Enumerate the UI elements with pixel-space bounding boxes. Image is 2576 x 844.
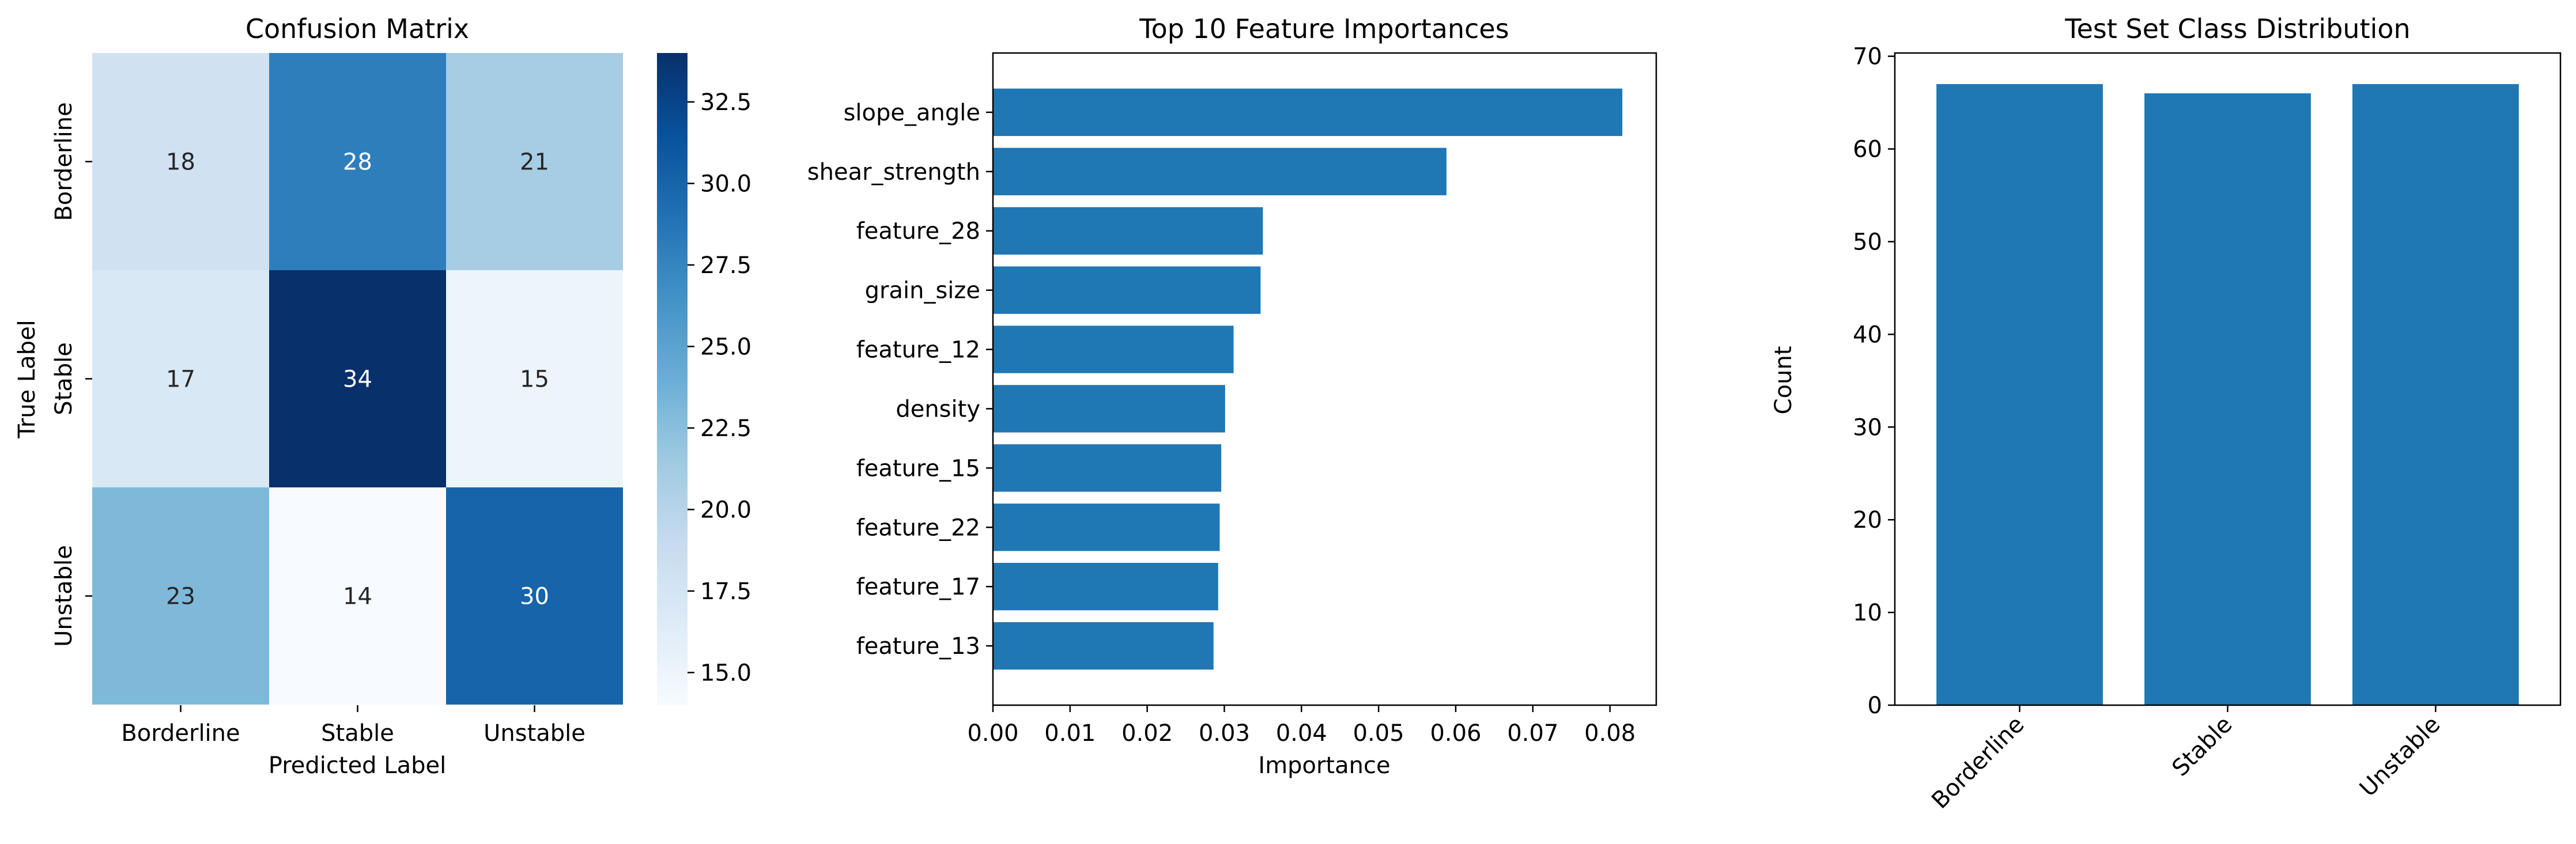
colorbar-tick-label: 22.5 [700,415,751,442]
feature-importance-bar [993,207,1263,255]
feature-importance-y-tick-label: density [896,396,980,422]
feature-importance-x-tick-label: 0.03 [1199,720,1250,747]
heatmap-cell [446,270,623,487]
feature-importance-title: Top 10 Feature Importances [1139,13,1509,44]
heatmap-cell-label: 34 [343,366,372,393]
heatmap-cell [446,487,623,705]
heatmap-x-tick-label: Borderline [121,720,240,747]
colorbar-tick-label: 25.0 [700,334,751,360]
feature-importance-axes-frame [992,52,1657,706]
class-distribution-bar [2144,93,2311,706]
feature-importance-y-tick-label: feature_22 [856,514,980,541]
feature-importance-x-tick-label: 0.04 [1276,720,1327,747]
class-distribution-y-tick-label: 30 [1853,414,1882,441]
colorbar-tick-label: 27.5 [700,252,751,279]
feature-importance-y-tick-label: shear_strength [807,159,980,186]
colorbar-ticks: 15.0 17.5 20.0 22.5 25.0 27.5 30.0 32.5 [688,89,751,686]
heatmap-y-tick-label: Stable [51,342,77,415]
heatmap-cell-label: 30 [520,584,549,610]
heatmap-y-axis-label: True Label [14,320,40,439]
class-distribution-bar [1936,84,2103,705]
feature-importance-bar [993,326,1234,373]
colorbar-tick-label: 17.5 [700,578,751,605]
feature-importance-y-tick-label: feature_13 [856,633,980,660]
feature-importance-x-axis-label: Importance [1258,752,1390,779]
heatmap-cell [92,53,269,270]
heatmap-y-tick-label: Unstable [51,545,77,647]
class-distribution-y-axis-label: Count [1770,346,1797,415]
heatmap-cell-label: 28 [343,149,372,176]
feature-importance-x-tick-label: 0.02 [1121,720,1173,747]
feature-importance-x-tick-label: 0.01 [1044,720,1096,747]
confusion-matrix-title: Confusion Matrix [245,13,469,44]
class-distribution-x-tick-label: Unstable [2355,711,2446,803]
class-distribution-y-tick-label: 40 [1853,321,1882,348]
heatmap-x-tick-label: Stable [321,720,394,747]
class-distribution-y-tick-label: 0 [1868,692,1882,719]
colorbar-tick-label: 30.0 [700,171,751,197]
heatmap-x-axis-label: Predicted Label [269,752,446,779]
feature-importance-bar [993,147,1446,195]
heatmap-x-ticks: Borderline Stable Unstable [121,705,586,747]
feature-importance-bar [993,266,1261,314]
heatmap-cells: 18 28 21 17 34 15 23 14 30 [92,53,623,705]
feature-importance-x-tick-label: 0.00 [967,720,1018,747]
class-distribution-bar [2352,84,2519,705]
class-distribution-bars [1936,84,2519,706]
heatmap-cell-label: 21 [520,149,549,176]
feature-importance-panel: Top 10 Feature Importances slope_anglesh… [807,13,1657,779]
heatmap-cell [92,487,269,705]
feature-importance-bar [993,444,1222,492]
heatmap-cell-label: 23 [166,584,195,610]
heatmap-y-ticks: Borderline Stable Unstable [51,102,92,647]
heatmap-x-tick-label: Unstable [484,720,586,747]
feature-importance-x-tick-label: 0.05 [1353,720,1404,747]
feature-importance-x-tick-label: 0.07 [1507,720,1558,747]
confusion-matrix-panel: Confusion Matrix 18 28 21 17 34 15 23 14 30 Bord… [14,13,751,779]
colorbar [657,53,688,705]
colorbar-tick-label: 32.5 [700,89,751,116]
feature-importance-x-tick-label: 0.06 [1430,720,1481,747]
feature-importance-y-tick-label: feature_28 [856,218,980,245]
feature-importance-y-tick-label: feature_12 [856,337,980,364]
class-distribution-y-ticks: 0 10 20 30 40 50 60 70 [1853,44,1895,719]
heatmap-cell [446,53,623,270]
heatmap-cell-label: 14 [343,584,372,610]
class-distribution-title: Test Set Class Distribution [2064,13,2410,44]
class-distribution-y-tick-label: 60 [1853,137,1882,163]
heatmap-cell [269,53,446,270]
class-distribution-y-tick-label: 10 [1853,600,1882,626]
class-distribution-y-tick-label: 50 [1853,229,1882,255]
feature-importance-bar [993,622,1214,670]
feature-importance-bar [993,563,1218,611]
feature-importance-y-tick-label: feature_15 [856,455,980,482]
heatmap-cell-label: 18 [166,149,195,176]
heatmap-cell [269,270,446,487]
feature-importance-y-ticks: slope_angle shear_strength feature_28grain… [807,100,993,660]
feature-importance-x-ticks: 0.00 0.01 0.02 0.03 0.04 0.05 0.06 0.07 0.08 [967,705,1636,747]
colorbar-tick-label: 15.0 [700,660,751,686]
class-distribution-y-tick-label: 70 [1853,44,1882,70]
heatmap-cell [92,270,269,487]
heatmap-cell-label: 15 [520,366,549,393]
feature-importance-bar [993,88,1623,137]
heatmap-cell-label: 17 [166,366,195,393]
class-distribution-panel: Test Set Class Distribution 0 10 20 30 40 50 6… [1770,13,2562,814]
colorbar-tick-label: 20.0 [700,497,751,523]
feature-importance-y-tick-label: slope_angle [844,100,980,126]
feature-importance-bar [993,504,1220,551]
class-distribution-x-tick-label: Stable [2167,711,2237,782]
feature-importance-y-tick-label: grain_size [865,278,980,304]
feature-importance-x-tick-label: 0.08 [1584,720,1636,747]
feature-importance-y-tick-label: feature_17 [856,574,980,600]
heatmap-y-tick-label: Borderline [51,102,77,221]
class-distribution-x-tick-label: Borderline [1927,711,2029,814]
class-distribution-x-ticks: Borderline Stable Unstable [1927,705,2446,814]
feature-importance-bar [993,385,1225,433]
heatmap-cell [269,487,446,705]
feature-importance-bars [993,88,1623,670]
class-distribution-y-tick-label: 20 [1853,507,1882,533]
